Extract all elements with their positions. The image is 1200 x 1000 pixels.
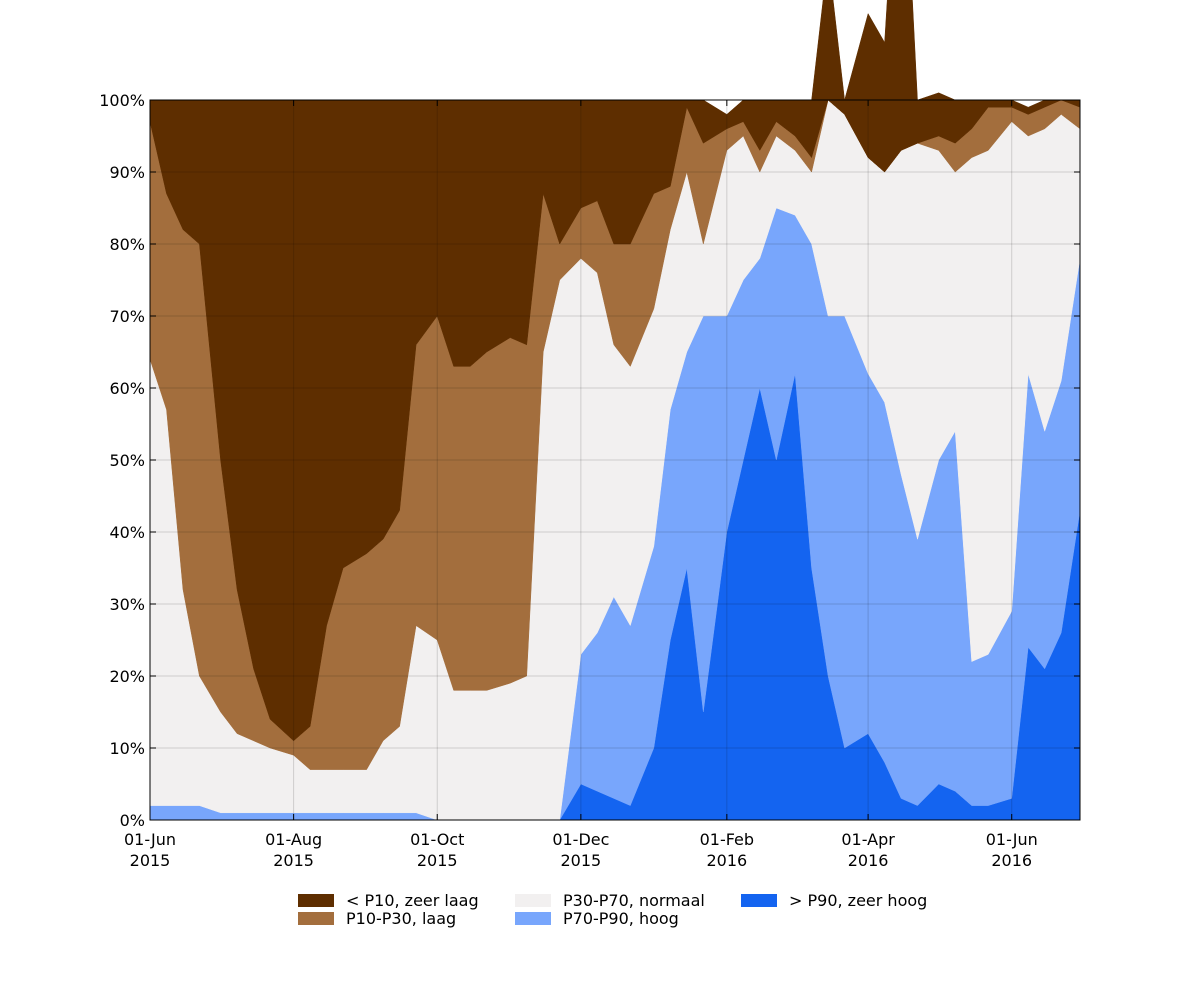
legend-label-2: P30-P70, normaal: [563, 891, 705, 910]
x-tick-label-year: 2015: [561, 851, 602, 870]
legend-label-1: P70-P90, hoog: [563, 909, 679, 928]
y-axis-tick-labels: 0% 10% 20% 30% 40% 50% 60% 70% 80% 90% 100%: [99, 91, 145, 830]
legend-label-3: P10-P30, laag: [346, 909, 456, 928]
x-tick-label-year: 2015: [417, 851, 458, 870]
x-tick-label-year: 2016: [848, 851, 889, 870]
x-tick-label-date: 01-Apr: [841, 830, 895, 849]
legend-swatch-2: [515, 894, 551, 907]
x-tick-label-year: 2015: [130, 851, 171, 870]
x-tick-label-date: 01-Jun: [124, 830, 176, 849]
x-tick-label-date: 01-Oct: [410, 830, 464, 849]
x-tick-label-date: 01-Dec: [552, 830, 609, 849]
y-tick-label: 50%: [109, 451, 145, 470]
y-tick-label: 20%: [109, 667, 145, 686]
legend-label-0: > P90, zeer hoog: [789, 891, 927, 910]
y-tick-label: 100%: [99, 91, 145, 110]
x-tick-label-year: 2016: [991, 851, 1032, 870]
x-axis-tick-labels: 01-Jun 2015 01-Aug 2015 01-Oct 2015 01-Dec 2015…: [124, 830, 1038, 870]
y-tick-label: 10%: [109, 739, 145, 758]
y-tick-label: 60%: [109, 379, 145, 398]
y-tick-label: 70%: [109, 307, 145, 326]
y-tick-label: 40%: [109, 523, 145, 542]
x-tick-label-date: 01-Jun: [986, 830, 1038, 849]
legend-swatch-3: [298, 912, 334, 925]
y-tick-label: 90%: [109, 163, 145, 182]
x-tick-label-year: 2015: [273, 851, 314, 870]
legend-swatch-0: [741, 894, 777, 907]
y-tick-label: 30%: [109, 595, 145, 614]
x-tick-label-date: 01-Aug: [265, 830, 322, 849]
x-tick-label-year: 2016: [706, 851, 747, 870]
axis-ticks: [149, 99, 1080, 821]
legend-swatch-1: [515, 912, 551, 925]
legend-label-4: < P10, zeer laag: [346, 891, 479, 910]
x-tick-label-date: 01-Feb: [700, 830, 754, 849]
y-tick-label: 80%: [109, 235, 145, 254]
plot-areas: [149, 0, 1081, 821]
legend-swatch-4: [298, 894, 334, 907]
y-tick-label: 0%: [120, 811, 145, 830]
